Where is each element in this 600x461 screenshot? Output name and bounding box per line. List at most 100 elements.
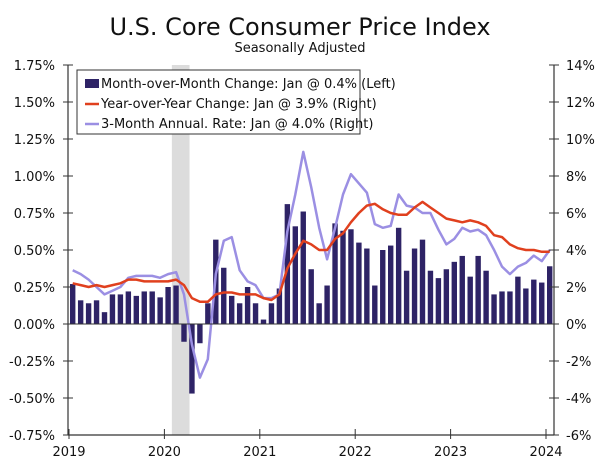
legend-swatch-mom — [85, 79, 99, 88]
bar-mom — [252, 303, 259, 324]
bar-mom — [427, 270, 434, 324]
bar-mom — [70, 284, 76, 324]
bar-mom — [531, 279, 537, 324]
bar-mom — [109, 294, 116, 324]
line-yoy — [72, 200, 550, 304]
bar-mom — [475, 255, 481, 324]
x-tick-label: 2022 — [339, 445, 372, 460]
chart-subtitle: Seasonally Adjusted — [234, 41, 365, 56]
bar-mom — [181, 324, 187, 342]
x-tick-label: 2019 — [52, 445, 85, 460]
x-tick-label: 2020 — [148, 445, 181, 460]
left-tick-label: 0.75% — [14, 207, 55, 222]
bar-mom — [133, 295, 139, 324]
bar-mom — [93, 300, 100, 324]
bar-mom — [451, 261, 457, 324]
recession-shading — [171, 65, 190, 435]
bar-mom — [547, 266, 553, 324]
right-tick-label: 10% — [566, 133, 595, 148]
legend: Month-over-Month Change: Jan @ 0.4% (Lef… — [76, 69, 396, 135]
bar-mom — [395, 227, 402, 324]
line-3m-annualized — [72, 150, 551, 379]
bar-mom — [388, 245, 394, 324]
bar-mom — [340, 230, 346, 324]
legend-label-yoy: Year-over-Year Change: Jan @ 3.9% (Right… — [100, 97, 377, 112]
right-tick-label: 2% — [566, 281, 587, 296]
bar-mom — [229, 295, 235, 324]
bar-mom — [157, 297, 163, 324]
right-tick-label: 0% — [566, 318, 587, 333]
bar-mom — [459, 255, 465, 324]
bar-mom — [523, 288, 529, 324]
bar-mom — [499, 291, 505, 324]
bar-mom — [348, 229, 354, 324]
bar-mom — [260, 319, 267, 324]
bar-mom — [435, 278, 442, 324]
bar-mom — [483, 270, 489, 324]
bar-mom — [149, 291, 155, 324]
right-tick-label: 8% — [566, 170, 587, 185]
bar-mom — [372, 285, 378, 324]
left-tick-label: 0.50% — [14, 244, 55, 259]
bar-mom — [141, 291, 147, 324]
bar-mom — [308, 269, 314, 324]
left-tick-label: 0.00% — [14, 318, 55, 333]
left-tick-label: 1.00% — [14, 170, 55, 185]
right-tick-label: -2% — [566, 355, 591, 370]
bar-mom — [125, 291, 132, 324]
bar-mom — [292, 226, 298, 324]
right-tick-label: -4% — [566, 392, 591, 407]
bar-mom — [276, 288, 283, 324]
left-tick-label: 1.75% — [14, 59, 55, 74]
left-tick-label: 1.50% — [14, 96, 55, 111]
legend-label-mom: Month-over-Month Change: Jan @ 0.4% (Lef… — [101, 77, 396, 92]
bar-mom — [85, 303, 92, 324]
chart-title: U.S. Core Consumer Price Index — [109, 13, 490, 41]
bar-mom — [284, 204, 291, 324]
legend-box — [76, 69, 361, 135]
recession-shading-layer — [171, 65, 190, 435]
bar-mom — [165, 287, 171, 324]
bar-mom — [205, 303, 211, 324]
bar-mom — [356, 242, 362, 324]
bar-mom — [300, 211, 306, 324]
bar-mom — [268, 303, 275, 324]
bar-mom — [173, 285, 179, 324]
x-tick-label: 2021 — [243, 445, 276, 460]
left-tick-label: -0.50% — [9, 392, 55, 407]
bar-mom — [77, 300, 84, 324]
left-tick-label: 0.25% — [14, 281, 55, 296]
bar-mom — [539, 282, 545, 324]
bar-mom — [364, 248, 370, 324]
bar-mom — [189, 324, 195, 394]
left-tick-label: -0.75% — [9, 429, 55, 444]
bar-mom — [411, 248, 418, 324]
bar-mom — [197, 324, 203, 344]
bar-mom — [403, 270, 410, 324]
axes: 1.75% 1.50% 1.25% 1.00% 0.75% 0.50% 0.25% 0.00%… — [9, 59, 595, 460]
bar-mom — [236, 303, 243, 324]
bar-mom — [443, 269, 450, 324]
legend-label-3m: 3-Month Annual. Rate: Jan @ 4.0% (Right) — [101, 117, 373, 132]
bar-mom — [332, 223, 338, 324]
bar-mom — [117, 294, 124, 324]
left-tick-label: 1.25% — [14, 133, 55, 148]
bar-mom — [221, 267, 227, 324]
bar-mom — [419, 239, 426, 324]
bar-mom — [101, 312, 108, 324]
right-tick-label: 14% — [566, 59, 595, 74]
x-tick-label: 2023 — [434, 445, 467, 460]
right-tick-label: 12% — [566, 96, 595, 111]
right-tick-label: 6% — [566, 207, 587, 222]
left-tick-label: -0.25% — [9, 355, 55, 370]
x-tick-label: 2024 — [529, 445, 562, 460]
line-series — [72, 150, 551, 379]
right-tick-label: 4% — [566, 244, 587, 259]
bar-mom — [244, 287, 251, 324]
bar-mom — [467, 276, 473, 324]
bar-mom — [515, 276, 521, 324]
bar-mom — [316, 303, 322, 324]
bar-mom — [507, 291, 513, 324]
bar-mom — [324, 285, 330, 324]
